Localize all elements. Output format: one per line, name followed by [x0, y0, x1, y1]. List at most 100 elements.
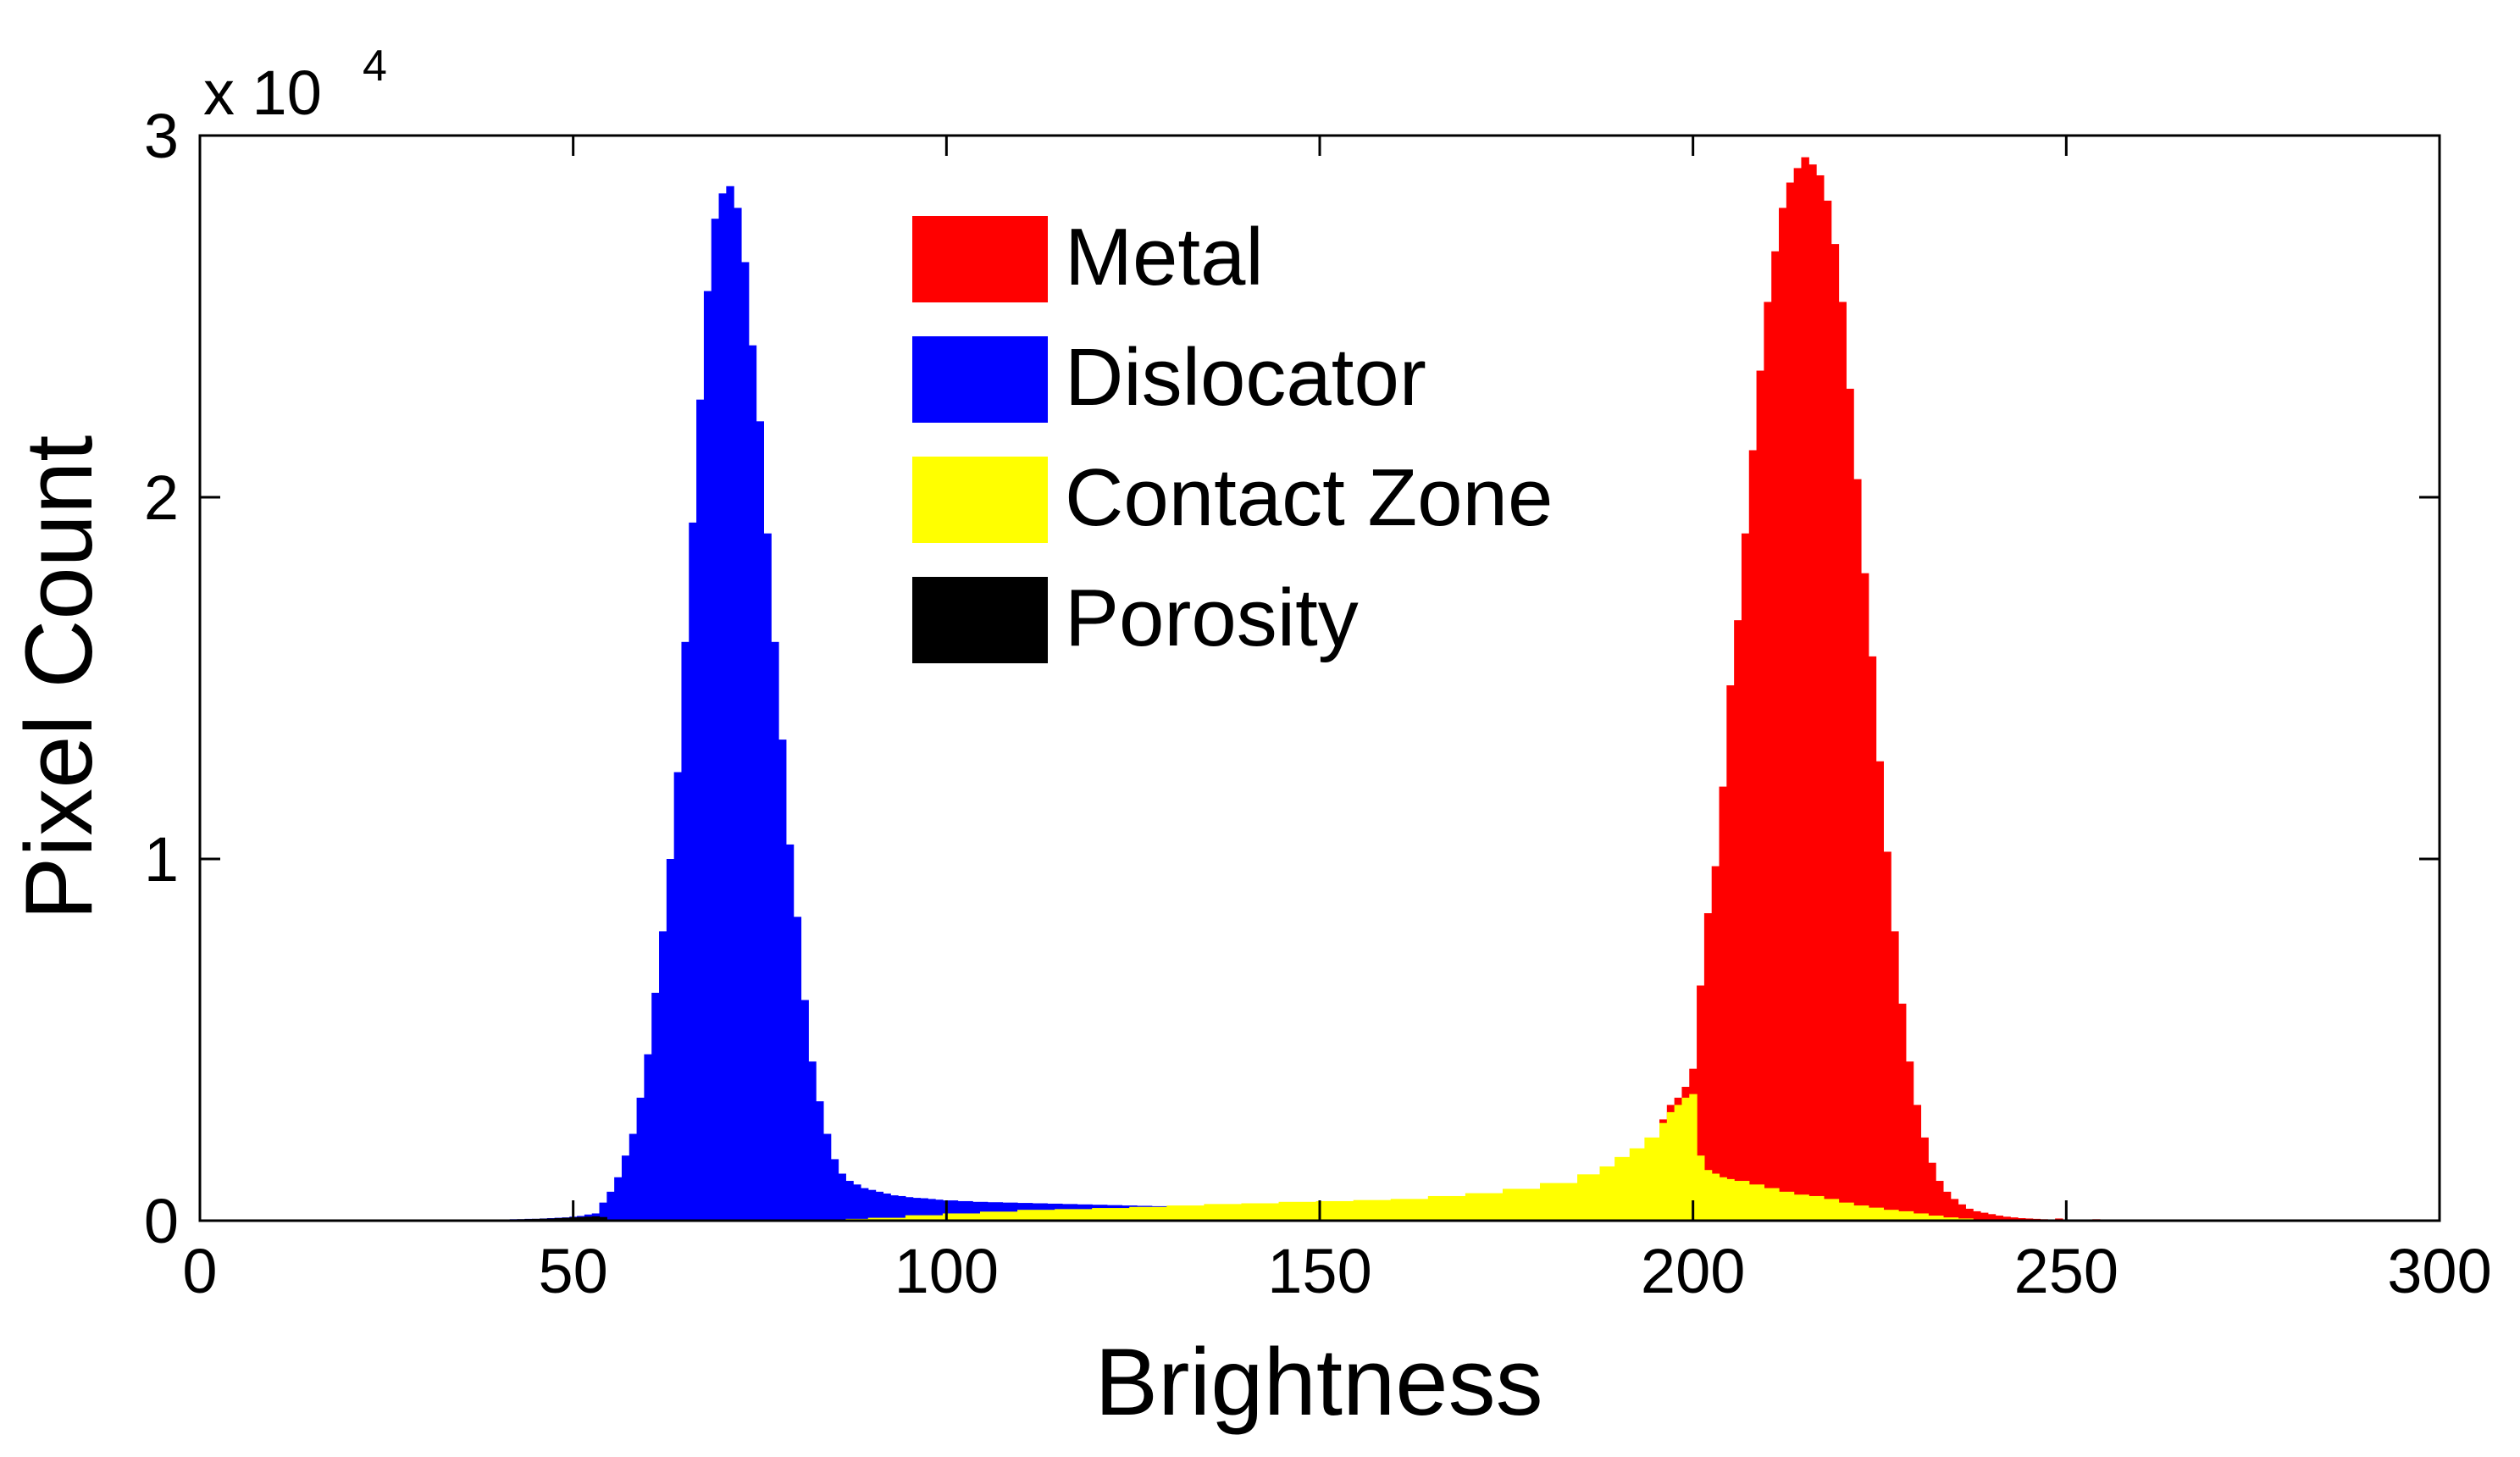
dislocator-bar [726, 186, 734, 1221]
contact-zone-bar [1823, 1199, 1840, 1221]
contact-zone-bar [1779, 1191, 1795, 1221]
metal-bar [1801, 157, 1809, 1221]
contact-zone-bar [1703, 1170, 1713, 1221]
dislocator-bar [935, 1199, 944, 1221]
dislocator-bar [808, 1061, 817, 1221]
contact-zone-bar [905, 1215, 944, 1221]
dislocator-bar [636, 1097, 645, 1221]
metal-bar [1920, 1137, 1929, 1221]
legend-swatch-contact-zone [912, 457, 1048, 543]
contact-zone-bar [1055, 1209, 1093, 1221]
porosity-bar [599, 1216, 607, 1221]
contact-zone-bar [1599, 1166, 1615, 1221]
metal-bar [1891, 931, 1899, 1221]
metal-bar [2010, 1217, 2019, 1221]
dislocator-bar [689, 522, 697, 1221]
dislocator-bar [912, 1198, 922, 1221]
contact-zone-bar [1681, 1097, 1690, 1221]
dislocator-bar [778, 740, 787, 1221]
x-tick-label: 100 [894, 1236, 999, 1306]
metal-bar [1786, 182, 1795, 1221]
y-multiplier-base: x 10 [203, 58, 322, 128]
metal-bar [1868, 656, 1877, 1221]
contact-zone-bar [1629, 1148, 1645, 1221]
contact-zone-bar [1092, 1208, 1130, 1221]
contact-zone-bar [1465, 1193, 1504, 1221]
contact-zone-bar [1390, 1199, 1429, 1221]
metal-bar [1830, 244, 1840, 1222]
metal-bar [1860, 573, 1869, 1221]
y-tick-label: 1 [144, 824, 179, 895]
dislocator-bar [830, 1159, 839, 1221]
metal-bar [1808, 164, 1817, 1221]
x-tick-label: 150 [1267, 1236, 1371, 1306]
dislocator-bar [800, 1000, 809, 1221]
contact-zone-bar [979, 1211, 1018, 1221]
contact-zone-bar [1315, 1200, 1354, 1221]
dislocator-bar [666, 859, 675, 1221]
dislocator-bar [883, 1193, 891, 1221]
dislocator-bar [659, 931, 667, 1221]
dislocator-bar [928, 1199, 936, 1221]
contact-zone-bar [1689, 1094, 1698, 1221]
metal-bar [1838, 302, 1847, 1221]
dislocator-bar [681, 641, 690, 1221]
contact-zone-bar [1502, 1188, 1541, 1221]
contact-zone-bar [1204, 1204, 1243, 1221]
dislocator-bar [793, 917, 802, 1221]
contact-zone-bar [1129, 1206, 1167, 1221]
metal-bar [1905, 1061, 1914, 1221]
y-axis-label: Pixel Count [6, 435, 112, 921]
dislocator-bar [920, 1198, 928, 1221]
contact-zone-bar [942, 1213, 981, 1221]
dislocator-bar [703, 291, 712, 1221]
contact-zone-bar [867, 1217, 906, 1221]
dislocator-bar [771, 641, 779, 1221]
contact-zone-bar [1697, 1155, 1705, 1221]
dislocator-bar [606, 1191, 615, 1221]
metal-bar [1950, 1199, 1959, 1221]
contact-zone-bar [1278, 1201, 1317, 1221]
porosity-bar [591, 1216, 601, 1221]
series-contact-zone [845, 1094, 1997, 1221]
dislocator-bar [822, 1133, 832, 1221]
contact-zone-bar [1666, 1111, 1675, 1221]
contact-zone-bar [1928, 1216, 1944, 1221]
contact-zone-bar [1659, 1122, 1668, 1221]
dislocator-bar [734, 208, 742, 1221]
contact-zone-bar [1353, 1199, 1392, 1221]
dislocator-bar [816, 1101, 824, 1221]
metal-bar [1741, 533, 1750, 1221]
dislocator-bar [860, 1188, 869, 1221]
x-tick-label: 50 [539, 1236, 608, 1306]
metal-bar [1764, 302, 1772, 1221]
metal-bar [1928, 1162, 1936, 1221]
metal-bar [1987, 1214, 1997, 1221]
contact-zone-bar [1942, 1217, 1959, 1221]
contact-zone-bar [1793, 1194, 1809, 1221]
contact-zone-bar [1898, 1210, 1914, 1221]
contact-zone-bar [1017, 1210, 1055, 1221]
metal-bar [1846, 388, 1854, 1221]
metal-bar [1883, 851, 1891, 1221]
contact-zone-bar [1427, 1195, 1466, 1221]
metal-bar [1980, 1212, 1989, 1221]
legend-swatch-metal [912, 216, 1048, 302]
contact-zone-bar [1764, 1188, 1780, 1221]
legend: Metal Dislocator Contact Zone Porosity [912, 212, 1553, 663]
porosity-bar [577, 1216, 585, 1221]
x-tick-label: 300 [2387, 1236, 2491, 1306]
contact-zone-bar [1644, 1137, 1660, 1221]
metal-bar [1973, 1210, 1981, 1221]
contact-zone-bar [1726, 1178, 1735, 1221]
dislocator-bar [756, 421, 764, 1222]
metal-bar [1703, 913, 1713, 1221]
dislocator-bar [867, 1189, 877, 1221]
contact-zone-bar [1166, 1205, 1205, 1221]
contact-zone-bar [1868, 1207, 1885, 1221]
dislocator-bar [898, 1195, 906, 1221]
contact-zone-bar [1674, 1105, 1683, 1221]
x-tick-label: 250 [2014, 1236, 2118, 1306]
dislocator-bar [629, 1133, 638, 1221]
metal-bar [2002, 1216, 2011, 1221]
